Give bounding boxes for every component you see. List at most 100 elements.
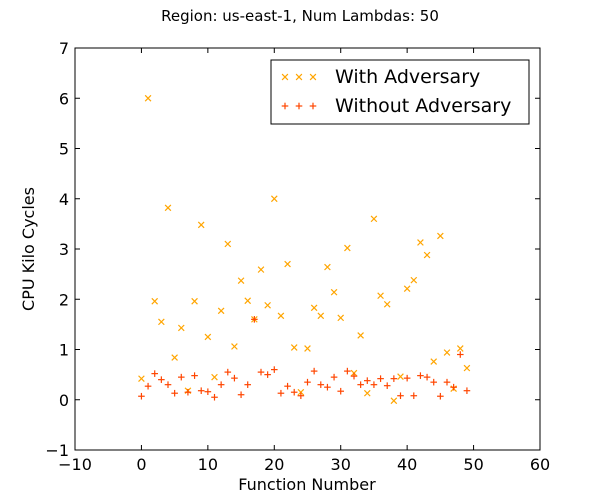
with-adversary-point xyxy=(363,389,371,397)
without-adversary-point xyxy=(158,376,165,383)
without-adversary-point xyxy=(191,372,198,379)
with-adversary-point xyxy=(264,301,271,309)
y-tick-label: 7 xyxy=(59,39,69,58)
without-adversary-point xyxy=(211,393,218,401)
with-adversary-point xyxy=(158,318,165,326)
legend-marker-without-adversary xyxy=(309,102,317,110)
without-adversary-point xyxy=(217,381,225,388)
without-adversary-point xyxy=(151,370,159,377)
y-tick-label: 4 xyxy=(59,190,69,209)
x-tick-label: 50 xyxy=(463,455,483,474)
legend-label-without-adversary: Without Adversary xyxy=(335,95,511,117)
plot-frame xyxy=(74,47,541,451)
without-adversary-point xyxy=(430,378,438,386)
with-adversary-point xyxy=(423,251,431,259)
y-tick-label: 2 xyxy=(59,290,69,309)
without-adversary-point xyxy=(164,381,172,388)
without-adversary-point xyxy=(251,316,258,323)
without-adversary-point xyxy=(437,392,444,400)
legend-box xyxy=(270,59,530,125)
without-adversary-point xyxy=(177,373,185,381)
without-adversary-point xyxy=(344,367,351,375)
with-adversary-point xyxy=(463,364,471,372)
with-adversary-point xyxy=(344,244,351,252)
without-adversary-point xyxy=(397,392,404,400)
with-adversary-point xyxy=(257,266,265,273)
without-adversary-point xyxy=(144,382,152,390)
with-adversary-point xyxy=(277,312,285,320)
without-adversary-point xyxy=(350,372,358,380)
without-adversary-point xyxy=(450,383,457,391)
with-adversary-point xyxy=(297,388,305,396)
with-adversary-point xyxy=(237,277,245,284)
chart-title: Region: us-east-1, Num Lambdas: 50 xyxy=(161,7,439,25)
with-adversary-point xyxy=(330,288,338,296)
without-adversary-point xyxy=(417,372,424,379)
with-adversary-point xyxy=(164,204,172,212)
without-adversary-point xyxy=(290,388,298,396)
with-adversary-point xyxy=(177,324,185,332)
x-tick-label: −10 xyxy=(58,455,92,474)
y-tick-label: 3 xyxy=(59,240,69,259)
without-adversary-point xyxy=(297,392,305,400)
with-adversary-point xyxy=(397,373,404,380)
without-adversary-point xyxy=(456,351,464,358)
legend-label-with-adversary: With Adversary xyxy=(335,66,480,88)
without-adversary-point xyxy=(257,368,265,376)
with-adversary-point xyxy=(270,195,278,203)
without-adversary-point xyxy=(231,374,238,382)
y-tick-label: 6 xyxy=(59,89,69,108)
without-adversary-point xyxy=(423,373,431,381)
with-adversary-point xyxy=(430,358,438,365)
legend-marker-with-adversary xyxy=(281,73,289,81)
y-axis-label: CPU Kilo Cycles xyxy=(19,187,38,311)
with-adversary-point xyxy=(324,263,331,271)
with-adversary-point xyxy=(138,375,145,382)
with-adversary-point xyxy=(390,397,398,405)
with-adversary-point xyxy=(456,345,464,352)
with-adversary-point xyxy=(403,285,411,293)
without-adversary-point xyxy=(383,382,391,389)
without-adversary-point xyxy=(310,367,318,375)
without-adversary-point xyxy=(237,391,245,399)
x-tick-label: 10 xyxy=(198,455,218,474)
legend-marker-with-adversary xyxy=(309,73,317,81)
legend-marker-with-adversary xyxy=(295,73,303,81)
with-adversary-point xyxy=(171,354,178,361)
with-adversary-point xyxy=(197,221,205,229)
with-adversary-point xyxy=(304,345,311,352)
without-adversary-point xyxy=(277,389,285,397)
with-adversary-point xyxy=(337,314,345,322)
without-adversary-point xyxy=(270,366,278,373)
without-adversary-point xyxy=(403,374,411,382)
with-adversary-point xyxy=(224,240,232,248)
with-adversary-point xyxy=(231,343,238,350)
without-adversary-point xyxy=(317,381,325,388)
y-tick-label: −1 xyxy=(45,441,69,460)
x-tick-label: 40 xyxy=(397,455,417,474)
without-adversary-point xyxy=(304,378,311,386)
with-adversary-point xyxy=(310,304,318,312)
without-adversary-point xyxy=(390,375,398,382)
without-adversary-point xyxy=(370,381,378,388)
with-adversary-point xyxy=(417,239,424,246)
with-adversary-point xyxy=(217,307,225,315)
with-adversary-point xyxy=(383,300,391,308)
without-adversary-point xyxy=(138,392,145,400)
x-tick-label: 30 xyxy=(331,455,351,474)
with-adversary-point xyxy=(357,332,364,339)
with-adversary-point xyxy=(151,297,159,305)
without-adversary-point xyxy=(357,381,364,388)
with-adversary-point xyxy=(144,94,152,102)
x-axis-label: Function Number xyxy=(238,475,376,494)
x-tick-label: 20 xyxy=(264,455,284,474)
with-adversary-point xyxy=(290,344,298,351)
without-adversary-point xyxy=(184,388,192,396)
without-adversary-point xyxy=(443,378,451,386)
y-tick-label: 5 xyxy=(59,140,69,159)
without-adversary-point xyxy=(410,392,418,400)
without-adversary-point xyxy=(463,387,471,395)
y-tick-label: 1 xyxy=(59,341,69,360)
